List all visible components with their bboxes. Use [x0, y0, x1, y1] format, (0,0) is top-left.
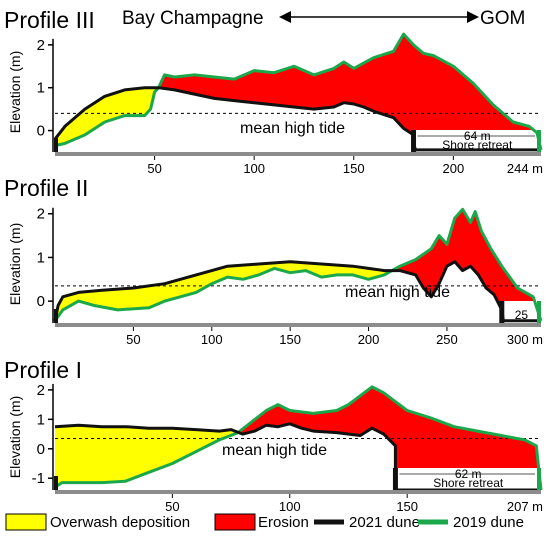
x-axis-baseline: [55, 152, 541, 156]
y-tick-label: 1: [37, 80, 45, 97]
dune-2019-line: [53, 207, 543, 322]
x-tick-label: 150: [396, 499, 418, 514]
deposition-area: [55, 87, 159, 146]
y-tick-label: -1: [32, 470, 45, 487]
legend-label-2019: 2019 dune: [453, 514, 524, 531]
dune-2021-line: [53, 86, 541, 152]
legend-label-2021: 2021 dune: [349, 514, 420, 531]
x-tick-label: 250: [436, 332, 458, 347]
retreat-sublabel: Shore retreat: [442, 138, 513, 152]
y-tick-label: 1: [37, 249, 45, 266]
x-tick-label: 100: [243, 161, 265, 176]
dune-2019-line: [54, 32, 543, 151]
x-tick-label: 50: [147, 161, 161, 176]
x-axis-baseline: [55, 490, 541, 494]
y-tick-label: 1: [37, 411, 45, 428]
dune-2021-line: [53, 260, 541, 323]
x-tick-label: 200: [358, 332, 380, 347]
legend-swatch-erosion: [214, 513, 256, 531]
retreat-distance-label: 62 m: [455, 467, 482, 481]
y-tick-label: 0: [37, 123, 45, 140]
x-tick-label: 150: [279, 332, 301, 347]
y-tick-label: 0: [37, 293, 45, 310]
x-tick-label: 100: [279, 499, 301, 514]
panel-title: Profile I: [4, 357, 82, 383]
retreat-box-bg: [501, 301, 541, 323]
x-tick-label: 50: [126, 332, 140, 347]
legend-label-erosion: Erosion: [258, 514, 309, 531]
dune-2019-line: [54, 385, 543, 491]
y-tick-label: 2: [37, 37, 45, 54]
y-axis-label: Elevation (m): [7, 223, 23, 305]
header-right-label: GOM: [480, 8, 525, 29]
x-end-label: 207 m: [507, 499, 543, 514]
profile-ii-chart: Profile II Elevation (m) 25 mean high tide 0…: [4, 175, 543, 347]
header-left-label: Bay Champagne: [122, 8, 264, 29]
y-axis-label: Elevation (m): [7, 396, 23, 478]
x-tick-label: 100: [201, 332, 223, 347]
legend-label-deposition: Overwash deposition: [50, 514, 190, 531]
mean-high-tide-label: mean high tide: [240, 120, 345, 137]
mean-high-tide-label: mean high tide: [345, 284, 450, 301]
retreat-distance-label: 25: [515, 308, 529, 322]
x-end-label: 300 m: [507, 332, 543, 347]
legend-swatch-deposition: [5, 513, 47, 531]
panel-title: Profile III: [4, 7, 95, 33]
retreat-distance-label: 64 m: [464, 129, 491, 143]
y-tick-label: 2: [37, 206, 45, 223]
y-axis-label: Elevation (m): [7, 51, 23, 133]
x-axis-baseline: [55, 323, 541, 327]
panel-title: Profile II: [4, 175, 88, 201]
dune-2021-line: [54, 422, 541, 492]
x-tick-label: 150: [343, 161, 365, 176]
deposition-area: [56, 261, 392, 320]
legend: Overwash deposition Erosion 2021 dune 20…: [5, 513, 524, 531]
x-tick-label: 50: [165, 499, 179, 514]
retreat-sublabel: Shore retreat: [433, 476, 504, 490]
y-tick-label: 0: [37, 441, 45, 458]
x-end-label: 244 m: [507, 161, 543, 176]
mean-high-tide-label: mean high tide: [222, 442, 327, 459]
deposition-area: [55, 425, 238, 488]
y-tick-label: 2: [37, 382, 45, 399]
x-tick-label: 200: [443, 161, 465, 176]
